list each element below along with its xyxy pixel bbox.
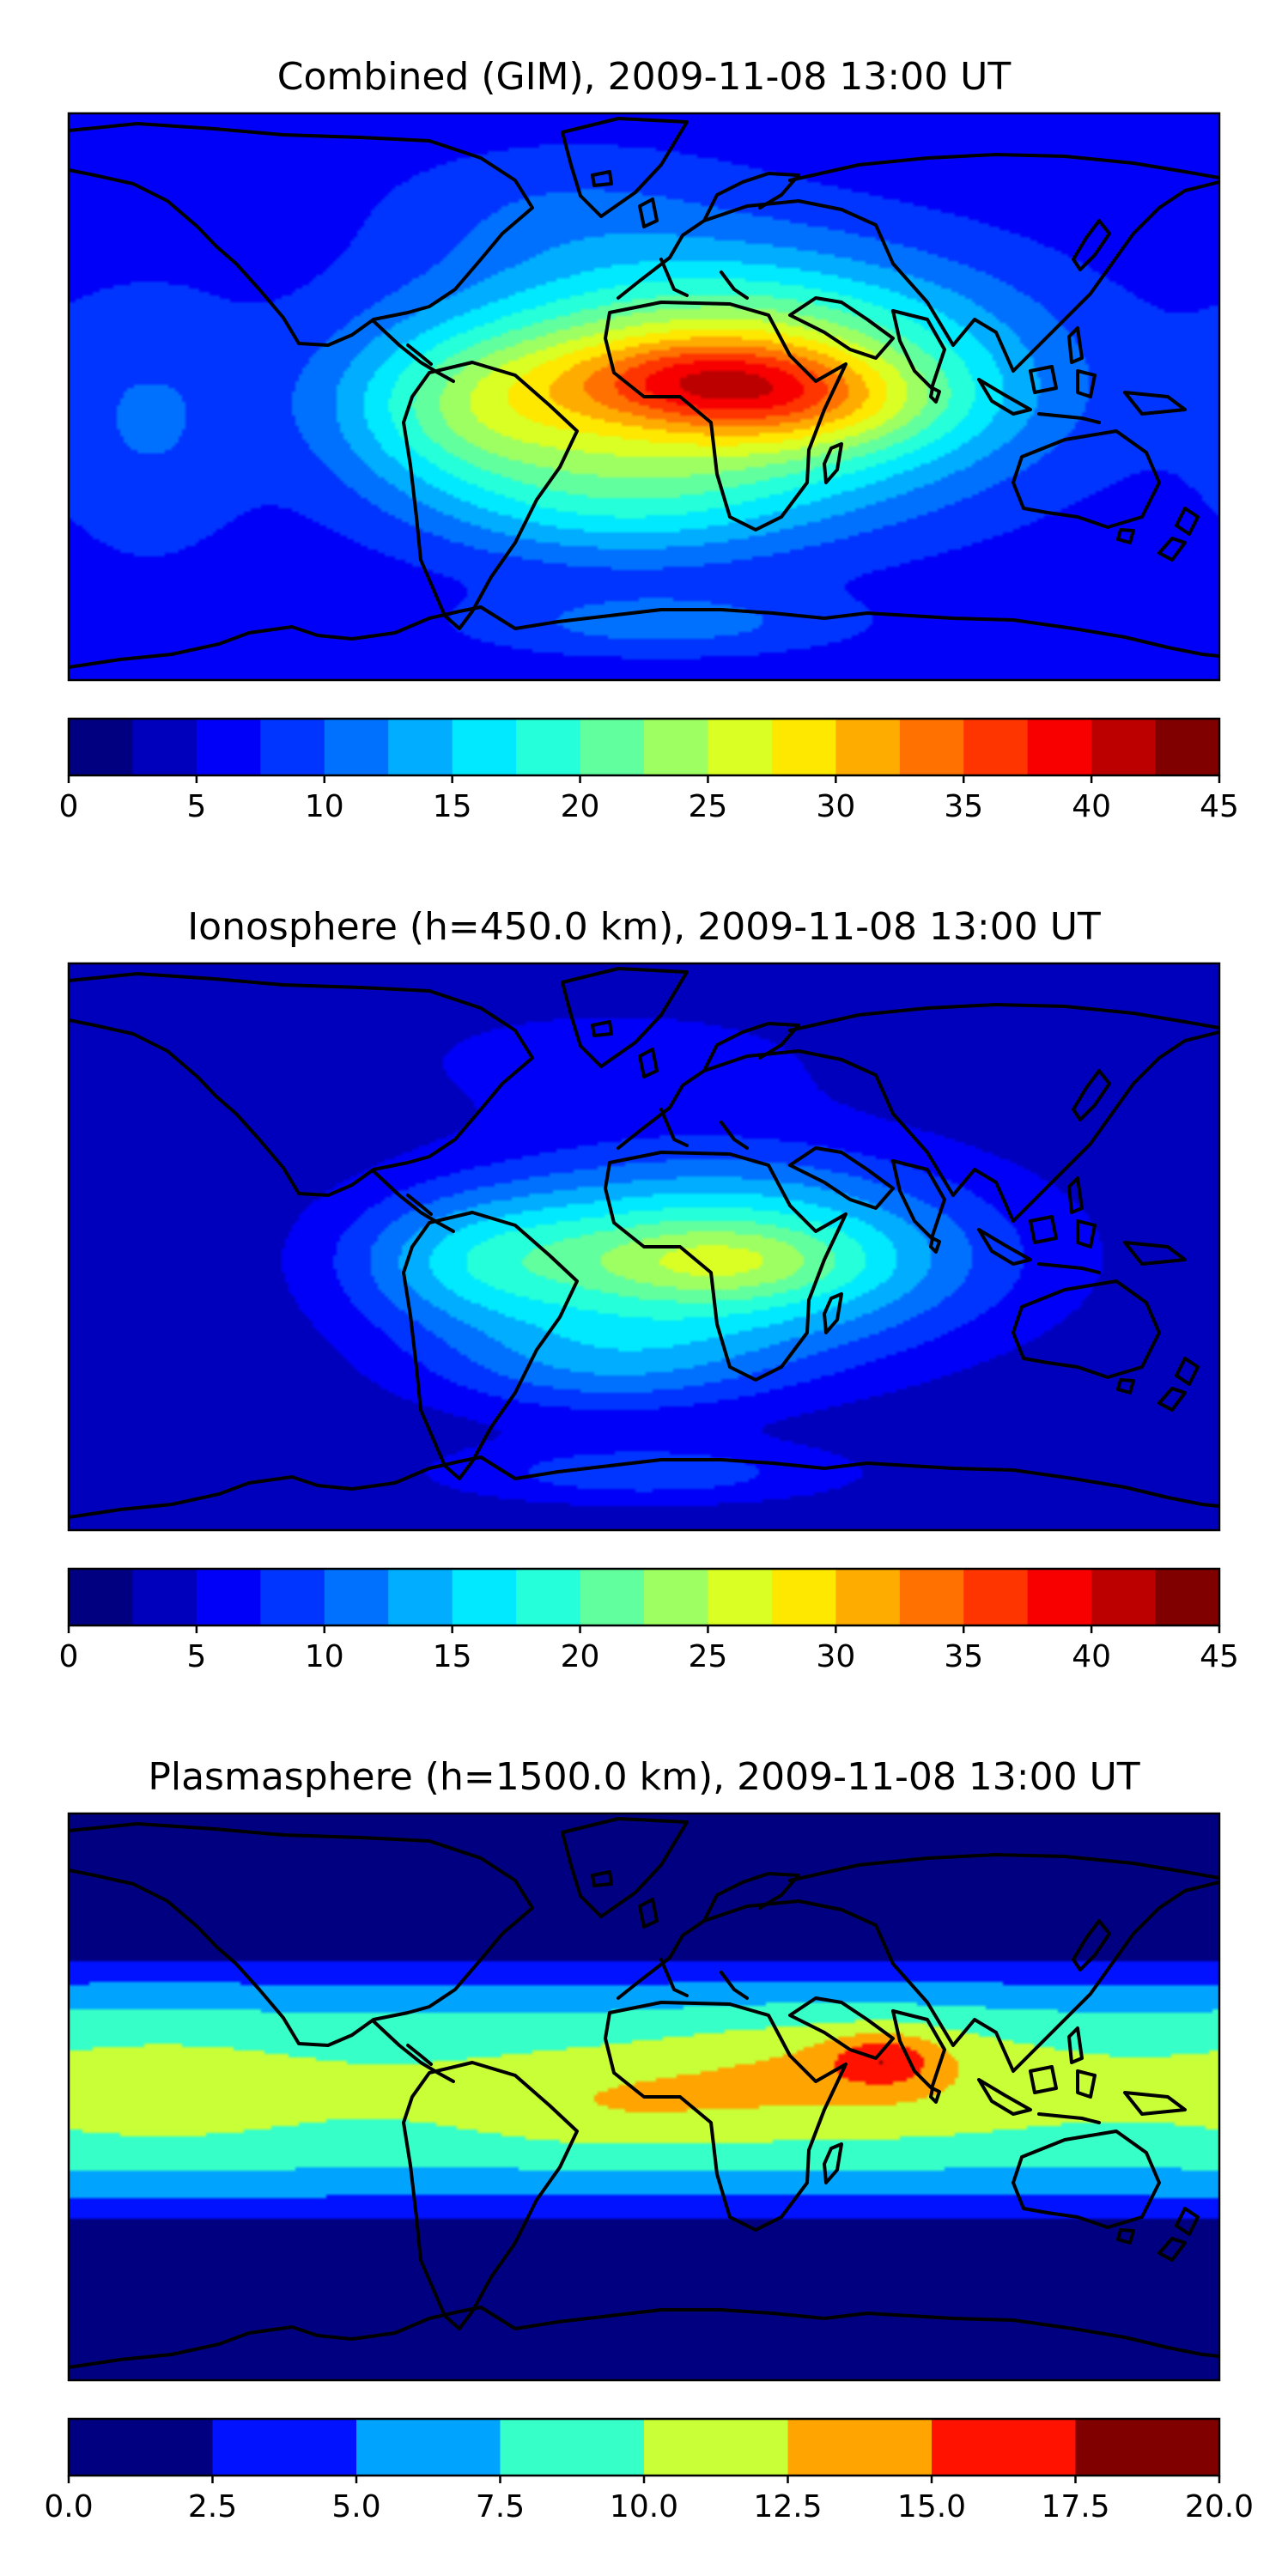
colorbar-segment bbox=[324, 719, 389, 775]
colorbar-segment bbox=[899, 1569, 964, 1625]
colorbar-tick-label: 30 bbox=[816, 1639, 855, 1674]
colorbar-tick-label: 15.0 bbox=[897, 2489, 966, 2524]
colorbar-segment bbox=[324, 1569, 389, 1625]
colorbar-segment bbox=[932, 2419, 1077, 2476]
colorbar-segment bbox=[388, 1569, 453, 1625]
colorbar-tick-label: 30 bbox=[816, 789, 855, 824]
colorbar-tick-label: 45 bbox=[1200, 789, 1239, 824]
colorbar-tick-label: 40 bbox=[1072, 789, 1111, 824]
colorbar-segment bbox=[1091, 719, 1157, 775]
colorbar-tick-label: 5 bbox=[186, 1639, 206, 1674]
colorbar-tick-label: 2.5 bbox=[188, 2489, 237, 2524]
colorbar-segment bbox=[69, 2419, 214, 2476]
colorbar-tick-label: 15 bbox=[433, 1639, 472, 1674]
colorbar: 0 5 10 15 20 25 30 35 40 45 bbox=[59, 717, 1239, 824]
colorbar-tick-label: 5.0 bbox=[331, 2489, 380, 2524]
colorbar-frame bbox=[67, 1567, 1221, 1627]
colorbar-segment bbox=[580, 719, 645, 775]
colorbar-tick-label: 0 bbox=[59, 1639, 79, 1674]
colorbar-tick-label: 5 bbox=[186, 789, 206, 824]
colorbar-tick-label: 7.5 bbox=[476, 2489, 525, 2524]
colorbar-segment bbox=[516, 719, 581, 775]
colorbar-tick-label: 35 bbox=[944, 1639, 983, 1674]
chart-title: Ionosphere (h=450.0 km), 2009-11-08 13:0… bbox=[187, 905, 1101, 949]
colorbar-tick-label: 10 bbox=[305, 1639, 344, 1674]
chart-title: Combined (GIM), 2009-11-08 13:00 UT bbox=[277, 55, 1012, 99]
map-frame bbox=[67, 1812, 1221, 2382]
colorbar-segment bbox=[196, 1569, 261, 1625]
colorbar-segment bbox=[69, 719, 134, 775]
colorbar-segment bbox=[644, 719, 709, 775]
colorbar-segment bbox=[132, 1569, 197, 1625]
colorbar-tick-label: 20 bbox=[561, 789, 600, 824]
colorbar: 0 5 10 15 20 25 30 35 40 45 bbox=[59, 1567, 1239, 1674]
colorbar-segment bbox=[835, 719, 901, 775]
colorbar-segment bbox=[388, 719, 453, 775]
colorbar-segment bbox=[771, 1569, 836, 1625]
colorbar-segment bbox=[708, 719, 773, 775]
colorbar-segment bbox=[644, 1569, 709, 1625]
colorbar-segment bbox=[1027, 719, 1092, 775]
map-panel-combined bbox=[69, 113, 1219, 680]
colorbar-tick-label: 15 bbox=[433, 789, 472, 824]
colorbar-segment bbox=[708, 1569, 773, 1625]
colorbar-segment bbox=[1155, 719, 1220, 775]
chart-title: Plasmasphere (h=1500.0 km), 2009-11-08 1… bbox=[148, 1755, 1139, 1799]
colorbar-segment bbox=[899, 719, 964, 775]
colorbar-segment bbox=[356, 2419, 501, 2476]
colorbar-tick-label: 10 bbox=[305, 789, 344, 824]
colorbar-segment bbox=[1091, 1569, 1157, 1625]
colorbar-tick-label: 25 bbox=[689, 1639, 728, 1674]
colorbar-tick-label: 25 bbox=[689, 789, 728, 824]
colorbar-tick-label: 40 bbox=[1072, 1639, 1111, 1674]
colorbar-segment bbox=[452, 719, 517, 775]
colorbar-segment bbox=[516, 1569, 581, 1625]
map-panel-ionosphere bbox=[69, 963, 1219, 1530]
colorbar-segment bbox=[260, 1569, 325, 1625]
colorbar-tick-label: 35 bbox=[944, 789, 983, 824]
map-frame bbox=[67, 962, 1221, 1532]
colorbar-tick-label: 20.0 bbox=[1185, 2489, 1254, 2524]
colorbar-segment bbox=[771, 719, 836, 775]
colorbar-segment bbox=[1075, 2419, 1220, 2476]
colorbar-segment bbox=[787, 2419, 933, 2476]
colorbar-segment bbox=[500, 2419, 645, 2476]
colorbar-segment bbox=[835, 1569, 901, 1625]
colorbar-segment bbox=[196, 719, 261, 775]
map-frame bbox=[67, 112, 1221, 682]
colorbar: 0.0 2.5 5.0 7.5 10.0 12.5 15.0 17.5 20.0 bbox=[44, 2417, 1254, 2524]
colorbar-tick-label: 17.5 bbox=[1041, 2489, 1109, 2524]
colorbar-segment bbox=[452, 1569, 517, 1625]
colorbar-segment bbox=[963, 719, 1029, 775]
colorbar-tick-label: 10.0 bbox=[610, 2489, 678, 2524]
colorbar-frame bbox=[67, 717, 1221, 777]
colorbar-segment bbox=[644, 2419, 789, 2476]
map-panel-plasmasphere bbox=[69, 1814, 1219, 2380]
colorbar-tick-label: 0.0 bbox=[44, 2489, 93, 2524]
colorbar-segment bbox=[69, 1569, 134, 1625]
colorbar-segment bbox=[260, 719, 325, 775]
colorbar-segment bbox=[1027, 1569, 1092, 1625]
colorbar-segment bbox=[963, 1569, 1029, 1625]
colorbar-segment bbox=[1155, 1569, 1220, 1625]
colorbar-tick-label: 20 bbox=[561, 1639, 600, 1674]
colorbar-segment bbox=[580, 1569, 645, 1625]
colorbar-segment bbox=[212, 2419, 357, 2476]
colorbar-tick-label: 12.5 bbox=[753, 2489, 822, 2524]
colorbar-tick-label: 45 bbox=[1200, 1639, 1239, 1674]
colorbar-segment bbox=[132, 719, 197, 775]
colorbar-tick-label: 0 bbox=[59, 789, 79, 824]
